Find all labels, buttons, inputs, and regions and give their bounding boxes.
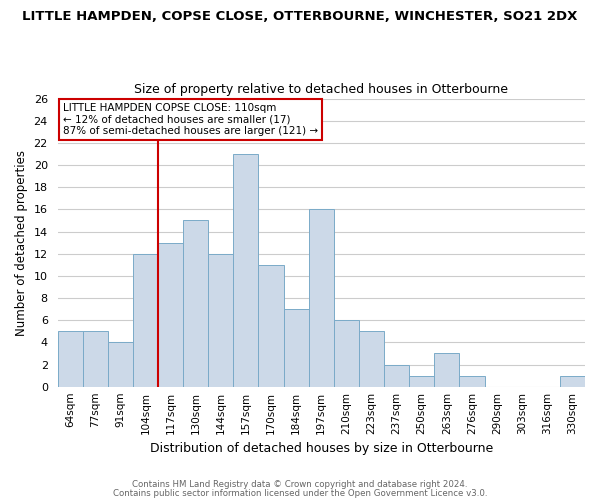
Bar — [233, 154, 259, 386]
Bar — [460, 376, 485, 386]
Bar — [183, 220, 208, 386]
Bar — [409, 376, 434, 386]
Bar — [334, 320, 359, 386]
Bar — [309, 210, 334, 386]
Text: Contains HM Land Registry data © Crown copyright and database right 2024.: Contains HM Land Registry data © Crown c… — [132, 480, 468, 489]
Bar — [83, 332, 108, 386]
Bar — [108, 342, 133, 386]
Bar — [384, 364, 409, 386]
Bar — [560, 376, 585, 386]
Text: LITTLE HAMPDEN, COPSE CLOSE, OTTERBOURNE, WINCHESTER, SO21 2DX: LITTLE HAMPDEN, COPSE CLOSE, OTTERBOURNE… — [22, 10, 578, 23]
Bar — [158, 242, 183, 386]
Title: Size of property relative to detached houses in Otterbourne: Size of property relative to detached ho… — [134, 83, 508, 96]
Y-axis label: Number of detached properties: Number of detached properties — [15, 150, 28, 336]
Bar — [58, 332, 83, 386]
Bar — [208, 254, 233, 386]
Bar — [359, 332, 384, 386]
Text: Contains public sector information licensed under the Open Government Licence v3: Contains public sector information licen… — [113, 488, 487, 498]
Bar — [133, 254, 158, 386]
Bar — [434, 354, 460, 386]
X-axis label: Distribution of detached houses by size in Otterbourne: Distribution of detached houses by size … — [149, 442, 493, 455]
Bar — [259, 265, 284, 386]
Bar — [284, 309, 309, 386]
Text: LITTLE HAMPDEN COPSE CLOSE: 110sqm
← 12% of detached houses are smaller (17)
87%: LITTLE HAMPDEN COPSE CLOSE: 110sqm ← 12%… — [63, 103, 318, 136]
